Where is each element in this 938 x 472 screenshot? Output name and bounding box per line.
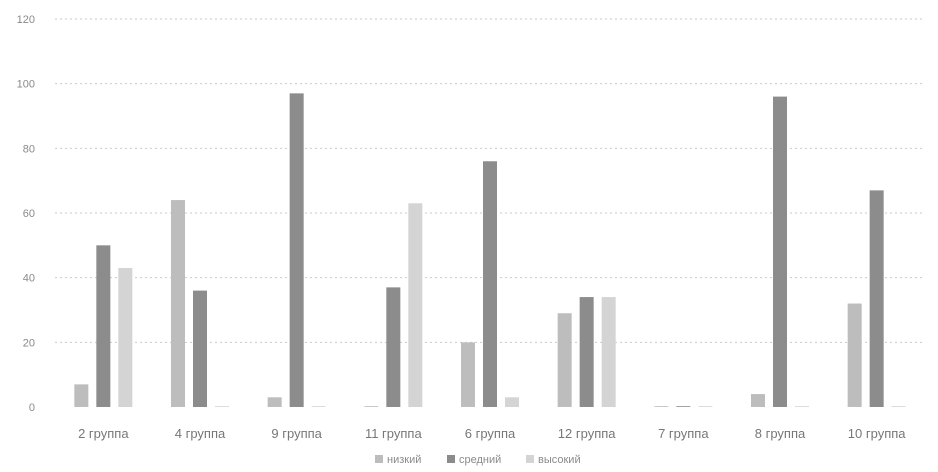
bar	[773, 96, 787, 407]
legend-swatch	[447, 455, 455, 463]
x-tick-label: 6 группа	[465, 426, 516, 441]
bar	[193, 290, 207, 407]
bar	[795, 406, 809, 407]
bar	[751, 394, 765, 407]
bar	[289, 93, 304, 407]
legend: низкий средний высокий	[375, 454, 581, 466]
x-tick-label: 4 группа	[175, 426, 226, 441]
legend-label: высокий	[538, 454, 581, 466]
y-tick-label: 20	[23, 337, 35, 349]
bar	[118, 267, 133, 407]
bar	[579, 297, 594, 407]
y-tick-label: 100	[17, 79, 35, 91]
x-tick-label: 12 группа	[558, 426, 616, 441]
bar	[461, 342, 475, 407]
y-tick-label: 120	[17, 14, 35, 26]
y-tick-label: 80	[23, 143, 35, 155]
bar	[311, 406, 326, 407]
x-tick-label: 7 группа	[658, 426, 709, 441]
bar	[267, 397, 282, 407]
bar	[96, 245, 111, 407]
bar	[601, 297, 616, 407]
y-tick-label: 0	[29, 402, 35, 414]
bar	[698, 406, 713, 407]
bar	[891, 406, 906, 407]
legend-swatch	[375, 455, 383, 463]
bar	[386, 287, 401, 407]
legend-label: средний	[459, 454, 501, 466]
x-axis-ticks: 2 группа 4 группа 9 группа 11 группа 6 групп…	[78, 426, 906, 441]
bar	[557, 313, 572, 407]
bar	[408, 203, 423, 407]
x-tick-label: 9 группа	[271, 426, 322, 441]
x-tick-label: 2 группа	[78, 426, 129, 441]
bar	[171, 200, 185, 407]
legend-item: высокий	[526, 454, 581, 466]
bar	[654, 406, 669, 407]
y-axis-ticks: 0 20 40 60 80 100 120	[17, 14, 35, 414]
x-tick-label: 10 группа	[848, 426, 906, 441]
bars	[74, 93, 906, 407]
y-tick-label: 60	[23, 208, 35, 220]
x-tick-label: 11 группа	[365, 426, 423, 441]
bar	[869, 190, 884, 407]
bar	[215, 406, 229, 407]
bar	[364, 406, 379, 407]
legend-label: низкий	[387, 454, 421, 466]
legend-swatch	[526, 455, 534, 463]
bar	[483, 161, 497, 407]
legend-item: средний	[447, 454, 501, 466]
y-tick-label: 40	[23, 273, 35, 285]
bar	[505, 397, 519, 407]
x-tick-label: 8 группа	[755, 426, 806, 441]
bar	[676, 406, 691, 407]
legend-item: низкий	[375, 454, 421, 466]
bar	[847, 303, 862, 407]
bar	[74, 384, 89, 407]
